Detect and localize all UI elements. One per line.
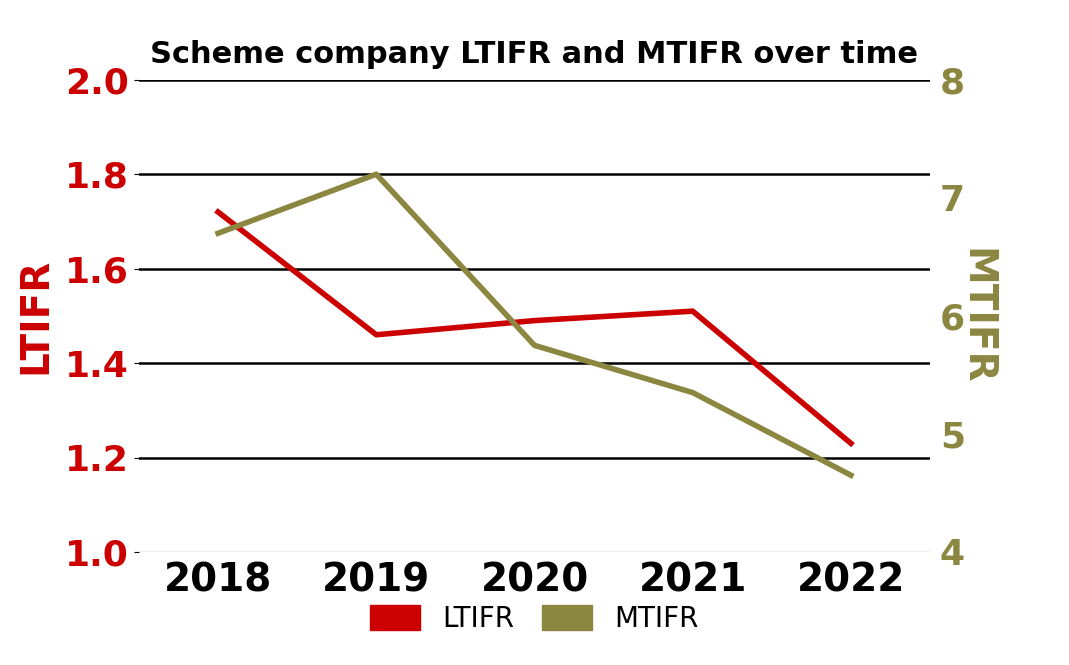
- MTIFR: [528, 341, 541, 349]
- Y-axis label: MTIFR: MTIFR: [958, 247, 995, 384]
- LTIFR: [370, 331, 383, 338]
- Line: LTIFR: LTIFR: [218, 212, 851, 444]
- MTIFR: [212, 229, 224, 237]
- Line: MTIFR: MTIFR: [218, 174, 851, 475]
- MTIFR: [370, 170, 383, 178]
- LTIFR: [845, 440, 857, 448]
- LTIFR: [686, 307, 699, 315]
- Legend: LTIFR, MTIFR: LTIFR, MTIFR: [359, 595, 710, 644]
- MTIFR: [686, 388, 699, 396]
- MTIFR: [845, 471, 857, 479]
- Y-axis label: LTIFR: LTIFR: [16, 258, 55, 374]
- Title: Scheme company LTIFR and MTIFR over time: Scheme company LTIFR and MTIFR over time: [151, 40, 918, 69]
- LTIFR: [212, 208, 224, 216]
- LTIFR: [528, 317, 541, 325]
